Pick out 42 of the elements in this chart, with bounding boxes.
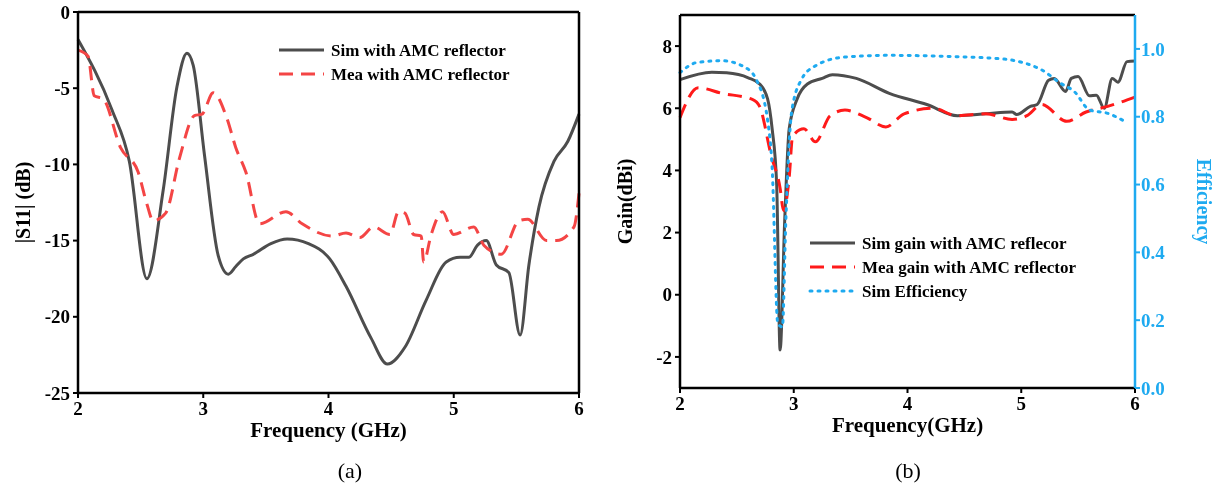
y2-tick-label: 1.0 [1141, 38, 1165, 60]
y-axis-title: Gain(dBi) [614, 158, 637, 245]
y-tick-label: 0 [662, 284, 672, 306]
y2-tick-label: 0.6 [1141, 174, 1165, 196]
legend-label: Mea with AMC reflector [331, 64, 511, 84]
y-tick-label: 8 [662, 35, 672, 57]
y-tick-label: 0 [60, 1, 70, 23]
y-tick-label: -20 [44, 306, 70, 328]
x-tick-label: 6 [1130, 393, 1140, 414]
x-tick-label: 5 [449, 398, 459, 419]
x-tick-label: 2 [73, 398, 83, 419]
y-tick-label: 2 [662, 222, 672, 244]
y-tick-label: 6 [662, 97, 672, 119]
x-axis-title: Frequency(GHz) [831, 413, 984, 437]
y-tick-label: -5 [54, 77, 70, 99]
y-tick-label: -15 [44, 230, 70, 252]
y-tick-label: -2 [656, 346, 672, 368]
y-tick-label: -25 [44, 382, 70, 404]
x-tick-label: 5 [1016, 393, 1026, 414]
text: (a) [337, 458, 363, 483]
y-axis-title: |S11| (dB) [12, 161, 35, 244]
y2-axis-title: Efficiency [1192, 158, 1215, 245]
y2-tick-label: 0.0 [1141, 377, 1165, 399]
y2-tick-label: 0.4 [1141, 242, 1166, 264]
legend-label: Sim gain with AMC reflecor [862, 233, 1068, 253]
y-tick-label: 4 [662, 160, 673, 182]
text: (b) [895, 458, 921, 483]
x-tick-label: 4 [902, 393, 913, 414]
x-tick-label: 6 [574, 398, 584, 419]
y2-tick-label: 0.8 [1141, 106, 1165, 128]
line-series [678, 86, 1137, 213]
legend-label: Sim with AMC reflector [331, 40, 507, 60]
legend-label: Mea gain with AMC reflector [862, 257, 1077, 277]
x-tick-label: 2 [675, 393, 685, 414]
x-axis-title: Frequency (GHz) [250, 418, 407, 442]
legend-label: Sim Efficiency [862, 281, 968, 301]
x-tick-label: 4 [323, 398, 334, 419]
x-tick-label: 3 [789, 393, 799, 414]
y2-tick-label: 0.2 [1141, 309, 1165, 331]
line-series [76, 37, 581, 366]
x-tick-label: 3 [198, 398, 208, 419]
y-tick-label: -10 [44, 154, 70, 176]
